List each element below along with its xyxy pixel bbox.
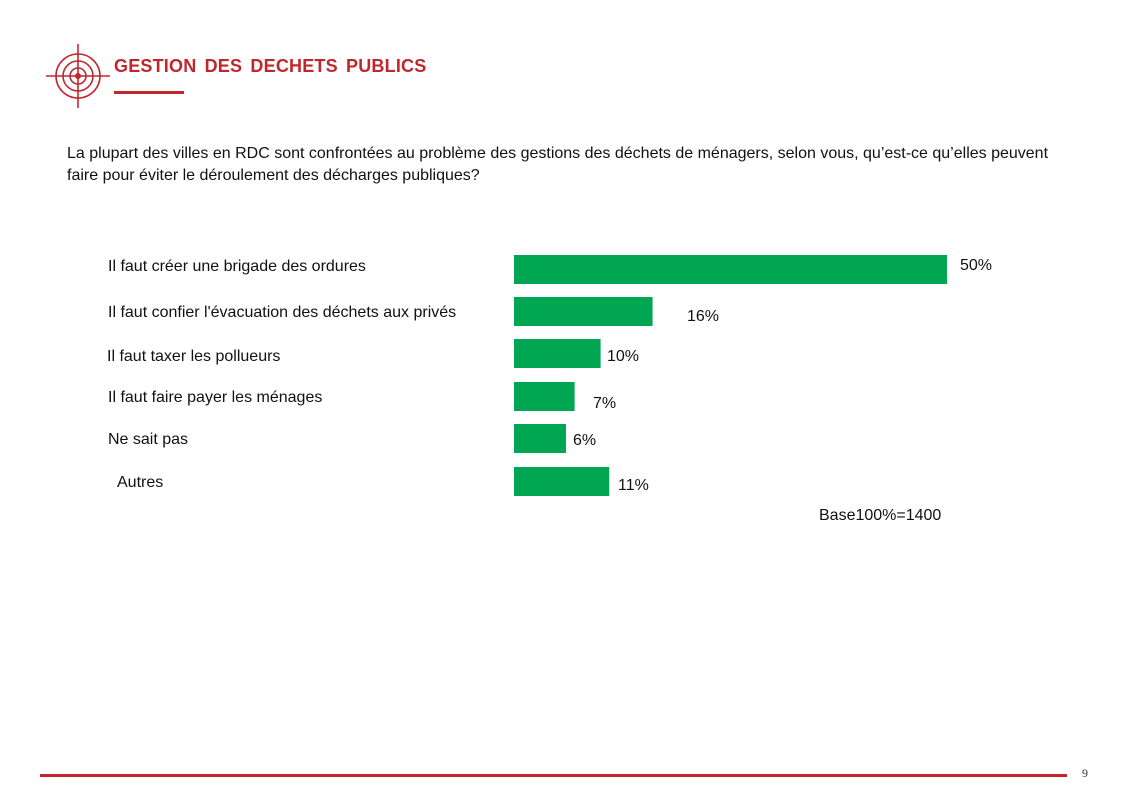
page-title: GESTION DES DECHETS PUBLICS (114, 56, 427, 76)
category-label-2: Il faut taxer les pollueurs (107, 348, 280, 365)
category-label-3: Il faut faire payer les ménages (108, 389, 322, 406)
value-label-5: 11% (618, 477, 649, 494)
bar-0 (514, 255, 947, 284)
value-label-2: 10% (607, 348, 639, 365)
page-number: 9 (1082, 766, 1088, 780)
value-label-0: 50% (960, 257, 992, 274)
category-label-4: Ne sait pas (108, 431, 188, 448)
value-label-4: 6% (573, 432, 596, 449)
bar-3 (514, 382, 575, 411)
survey-question: La plupart des villes en RDC sont confro… (67, 145, 1049, 184)
title-underline (114, 91, 184, 94)
value-label-1: 16% (687, 308, 719, 325)
bar-1 (514, 297, 653, 326)
category-label-0: Il faut créer une brigade des ordures (108, 258, 366, 275)
bar-4 (514, 424, 566, 453)
footer-divider (40, 774, 1067, 777)
category-label-1: Il faut confier l'évacuation des déchets… (108, 304, 456, 321)
bar-5 (514, 467, 610, 496)
bar-2 (514, 339, 601, 368)
value-label-3: 7% (593, 395, 616, 412)
category-label-5: Autres (117, 474, 163, 491)
crosshair-target-icon (46, 44, 110, 108)
base-note: Base100%=1400 (819, 507, 941, 524)
bar-chart: Il faut créer une brigade des ordures 50%… (107, 255, 992, 524)
